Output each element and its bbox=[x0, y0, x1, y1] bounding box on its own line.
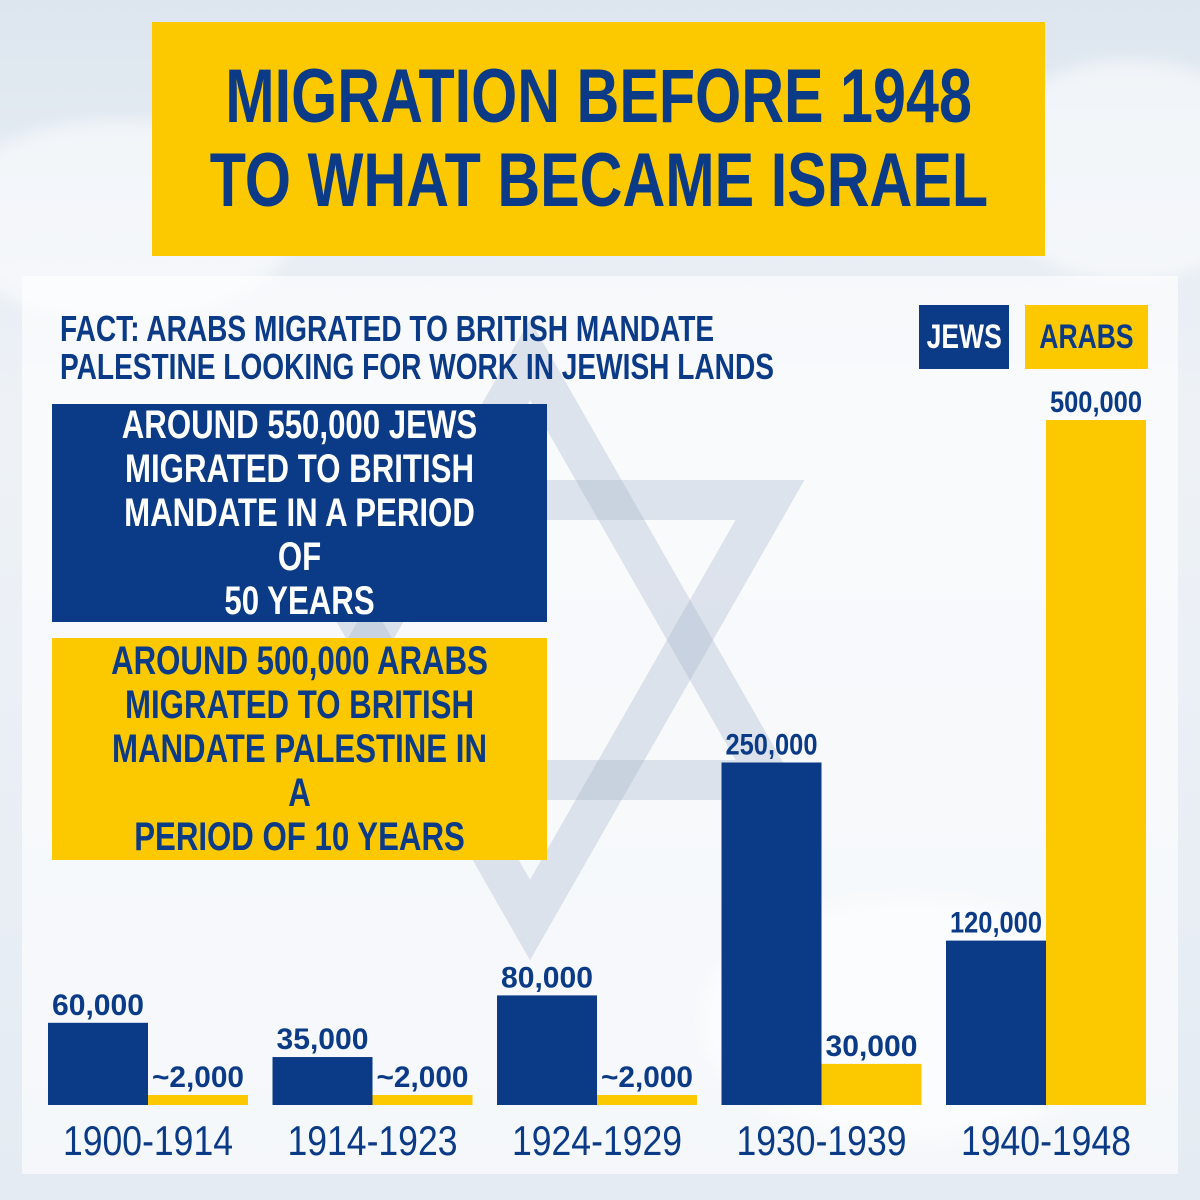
fact-line-2: PALESTINE LOOKING FOR WORK IN JEWISH LAN… bbox=[60, 346, 774, 387]
bar-arabs-1924-1929 bbox=[597, 1095, 697, 1105]
legend-arabs-label: ARABS bbox=[1039, 317, 1134, 356]
category-label-1900-1914: 1900-1914 bbox=[63, 1117, 233, 1164]
bar-arabs-1940-1948 bbox=[1046, 420, 1146, 1105]
category-label-1914-1923: 1914-1923 bbox=[288, 1117, 458, 1164]
category-label-1930-1939: 1930-1939 bbox=[737, 1117, 907, 1164]
title-banner: MIGRATION BEFORE 1948 TO WHAT BECAME ISR… bbox=[152, 22, 1045, 256]
bar-arabs-1914-1923 bbox=[372, 1095, 473, 1105]
info-arabs-text: AROUND 500,000 ARABS MIGRATED TO BRITISH… bbox=[111, 639, 488, 859]
value-label-jews-1924-1929: 80,000 bbox=[501, 961, 593, 994]
bar-jews-1930-1939 bbox=[721, 762, 822, 1105]
info-box-jews: AROUND 550,000 JEWS MIGRATED TO BRITISH … bbox=[52, 403, 547, 623]
bar-jews-1914-1923 bbox=[272, 1057, 373, 1105]
title-line-1: MIGRATION BEFORE 1948 bbox=[225, 54, 972, 139]
legend-jews: JEWS bbox=[919, 305, 1009, 369]
category-label-1924-1929: 1924-1929 bbox=[512, 1117, 682, 1164]
bar-jews-1900-1914 bbox=[48, 1022, 148, 1105]
bar-jews-1940-1948 bbox=[946, 940, 1046, 1105]
bar-arabs-1930-1939 bbox=[821, 1063, 922, 1105]
value-label-arabs-1924-1929: ~2,000 bbox=[601, 1061, 693, 1094]
fact-line-1: FACT: ARABS MIGRATED TO BRITISH MANDATE bbox=[60, 308, 715, 349]
legend-arabs: ARABS bbox=[1025, 305, 1148, 369]
category-label-1940-1948: 1940-1948 bbox=[961, 1117, 1131, 1164]
value-label-jews-1940-1948: 120,000 bbox=[950, 907, 1042, 940]
value-label-arabs-1940-1948: 500,000 bbox=[1050, 386, 1142, 419]
value-label-jews-1900-1914: 60,000 bbox=[52, 989, 144, 1022]
fact-text: FACT: ARABS MIGRATED TO BRITISH MANDATE … bbox=[60, 308, 774, 387]
value-label-arabs-1914-1923: ~2,000 bbox=[377, 1061, 469, 1094]
value-label-jews-1914-1923: 35,000 bbox=[277, 1023, 369, 1056]
info-jews-text: AROUND 550,000 JEWS MIGRATED TO BRITISH … bbox=[121, 403, 478, 623]
bar-jews-1924-1929 bbox=[497, 995, 597, 1105]
legend-jews-label: JEWS bbox=[926, 317, 1002, 356]
bar-arabs-1900-1914 bbox=[148, 1095, 248, 1105]
value-label-arabs-1930-1939: 30,000 bbox=[826, 1030, 918, 1063]
value-label-jews-1930-1939: 250,000 bbox=[726, 729, 818, 762]
value-label-arabs-1900-1914: ~2,000 bbox=[152, 1061, 244, 1094]
title-line-2: TO WHAT BECAME ISRAEL bbox=[209, 138, 988, 223]
info-box-arabs: AROUND 500,000 ARABS MIGRATED TO BRITISH… bbox=[52, 638, 547, 860]
